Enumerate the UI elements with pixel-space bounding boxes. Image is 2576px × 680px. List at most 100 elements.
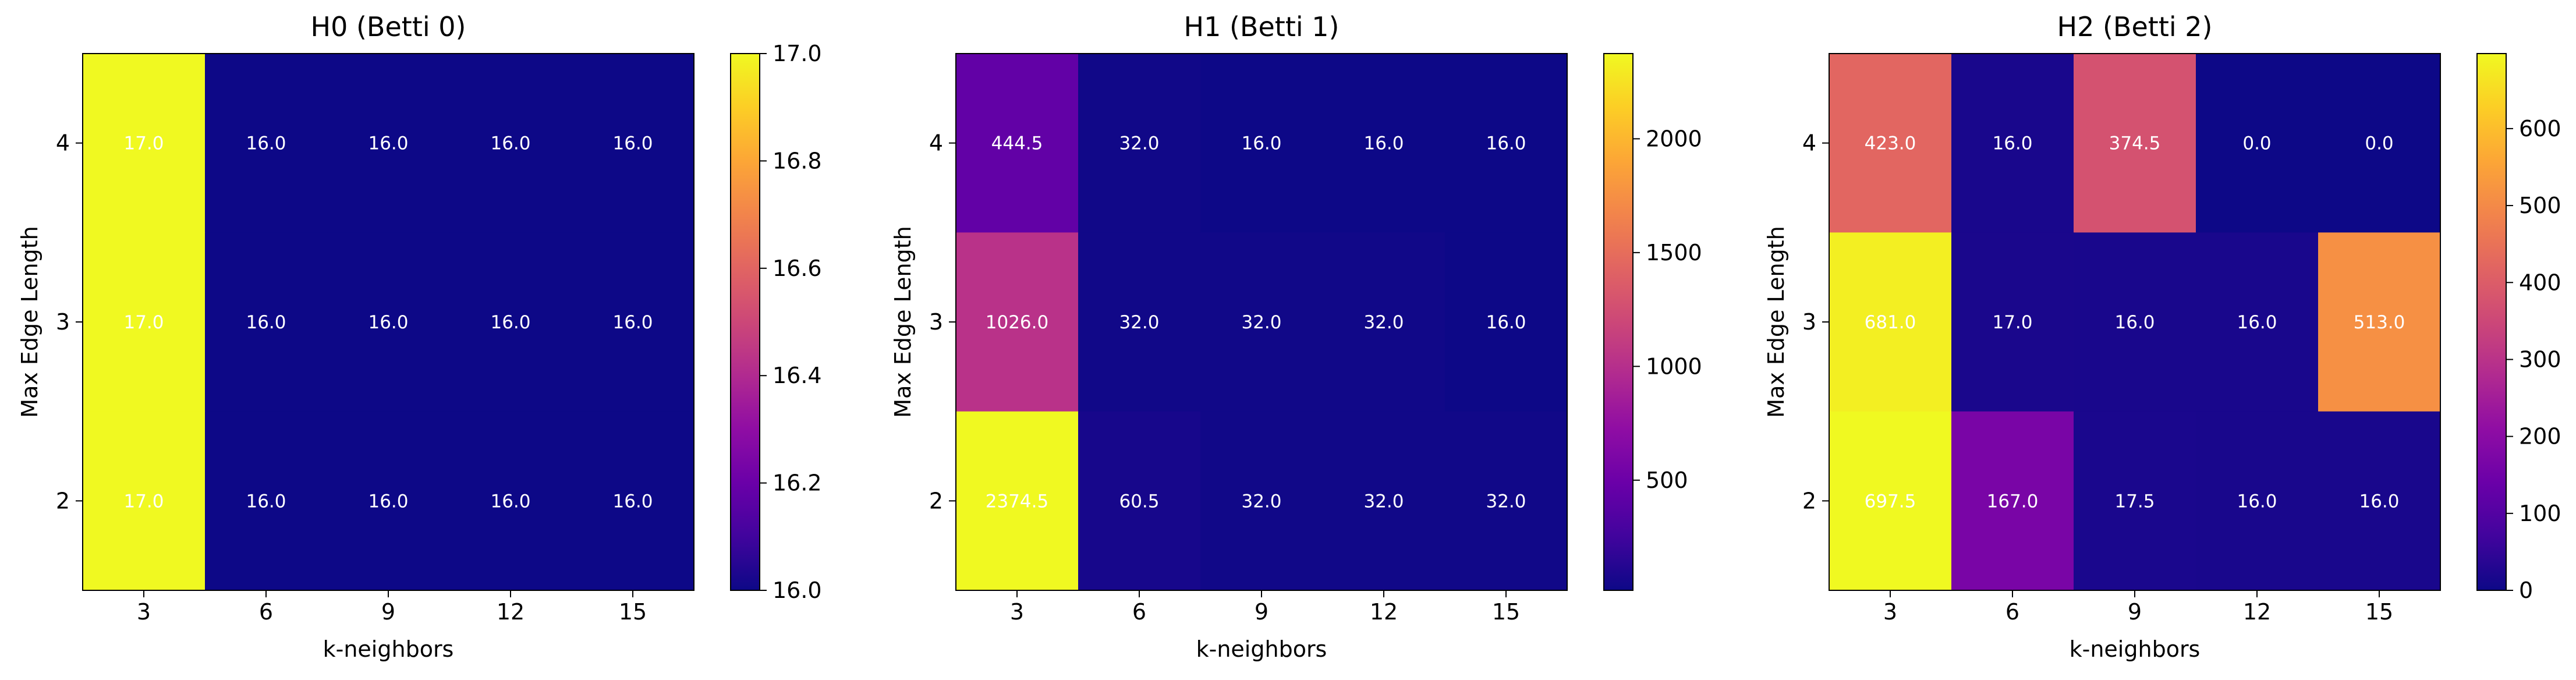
- x-tick-label: 12: [497, 599, 525, 625]
- heatmap-cell: [1323, 54, 1445, 233]
- heatmap-cell: [2196, 54, 2319, 233]
- cell-value-label: 17.0: [123, 312, 164, 333]
- heatmap-cell: [1200, 54, 1323, 233]
- y-tick-label: 2: [56, 488, 70, 513]
- x-tick-label: 15: [619, 599, 647, 625]
- cell-value-label: 16.0: [368, 312, 408, 333]
- heatmap-cell: [1323, 232, 1445, 412]
- cell-value-label: 16.0: [1486, 133, 1526, 154]
- cell-value-label: 16.0: [1241, 133, 1281, 154]
- cell-value-label: 16.0: [490, 133, 530, 154]
- x-axis-label: k-neighbors: [323, 636, 454, 662]
- colorbar-tick-label: 16.0: [773, 578, 822, 603]
- colorbar-tick-label: 17.0: [773, 41, 822, 66]
- x-axis-label: k-neighbors: [2070, 636, 2201, 662]
- heatmap-cell: [2318, 54, 2441, 233]
- colorbar-tick-label: 1500: [1646, 240, 1702, 265]
- heatmap-cell: [449, 232, 572, 412]
- heatmap-cell: [2318, 232, 2441, 412]
- cell-value-label: 16.0: [612, 133, 653, 154]
- colorbar-tick-label: 400: [2519, 270, 2561, 295]
- heatmap-cell: [1445, 54, 1568, 233]
- y-tick-label: 3: [56, 309, 70, 335]
- y-tick-label: 4: [56, 130, 70, 156]
- heatmap-cell: [1951, 54, 2074, 233]
- heatmap-cell: [1078, 411, 1201, 591]
- x-tick-label: 3: [1883, 599, 1897, 625]
- heatmap-cell: [2196, 411, 2319, 591]
- y-axis-label: Max Edge Length: [17, 226, 42, 417]
- x-axis-label: k-neighbors: [1196, 636, 1327, 662]
- cell-value-label: 16.0: [1363, 133, 1404, 154]
- x-tick-label: 3: [1010, 599, 1024, 625]
- cell-value-label: 32.0: [1119, 133, 1159, 154]
- heatmap-cell: [327, 411, 450, 591]
- cell-value-label: 167.0: [1987, 491, 2039, 512]
- heatmap-cell: [1445, 411, 1568, 591]
- cell-value-label: 2374.5: [986, 491, 1048, 512]
- x-tick-label: 6: [2005, 599, 2019, 625]
- y-tick-label: 3: [929, 309, 943, 335]
- heatmap-cell: [83, 54, 205, 233]
- heatmap-cell: [2196, 232, 2319, 412]
- cell-value-label: 32.0: [1363, 312, 1404, 333]
- heatmap-panel-2: 444.5 32.0 16.0 16.0 16.0 1026.0 32.0 32.0 32.0 1…: [890, 11, 1702, 662]
- heatmap-cell: [1951, 411, 2074, 591]
- cell-value-label: 17.0: [123, 491, 164, 512]
- cell-value-label: 16.0: [612, 312, 653, 333]
- cell-value-label: 16.0: [2237, 491, 2277, 512]
- heatmap-cell: [449, 54, 572, 233]
- heatmap-panel-3: 423.0 16.0 374.5 0.0 0.0 681.0 17.0 16.0 16.0 513…: [1763, 11, 2561, 662]
- x-tick-label: 12: [2243, 599, 2271, 625]
- heatmap-cell: [2318, 411, 2441, 591]
- heatmap-cell: [1951, 232, 2074, 412]
- chart-title: H2 (Betti 2): [2057, 11, 2213, 42]
- cell-value-label: 17.0: [123, 133, 164, 154]
- cell-value-label: 1026.0: [986, 312, 1048, 333]
- colorbar-tick-label: 300: [2519, 346, 2561, 372]
- y-axis-label: Max Edge Length: [890, 226, 916, 417]
- cell-value-label: 60.5: [1119, 491, 1159, 512]
- cell-value-label: 32.0: [1241, 491, 1281, 512]
- colorbar-tick-label: 200: [2519, 424, 2561, 449]
- heatmap-panel-1: 17.0 16.0 16.0 16.0 16.0 17.0 16.0 16.0 16.0 16.0…: [17, 11, 822, 662]
- heatmap-cell: [205, 232, 328, 412]
- y-tick-label: 3: [1802, 309, 1816, 335]
- colorbar-tick-label: 100: [2519, 501, 2561, 526]
- heatmap-cell: [1829, 54, 1952, 233]
- heatmap-cell: [1323, 411, 1445, 591]
- heatmap-cell: [205, 54, 328, 233]
- cell-value-label: 0.0: [2365, 133, 2393, 154]
- y-tick-label: 4: [1802, 130, 1816, 156]
- x-tick-label: 3: [137, 599, 151, 625]
- x-tick-label: 15: [1492, 599, 1520, 625]
- cell-value-label: 17.0: [1992, 312, 2032, 333]
- y-tick-label: 2: [929, 488, 943, 513]
- cell-value-label: 32.0: [1119, 312, 1159, 333]
- chart-title: H1 (Betti 1): [1184, 11, 1340, 42]
- colorbar-tick-label: 0: [2519, 578, 2533, 603]
- chart-title: H0 (Betti 0): [311, 11, 466, 42]
- cell-value-label: 16.0: [246, 312, 286, 333]
- cell-value-label: 16.0: [368, 133, 408, 154]
- x-tick-label: 9: [2128, 599, 2142, 625]
- colorbar-tick-label: 16.2: [773, 470, 822, 496]
- heatmap-cell: [327, 232, 450, 412]
- colorbar-tick-label: 600: [2519, 116, 2561, 141]
- colorbar-tick-label: 2000: [1646, 126, 1702, 151]
- cell-value-label: 32.0: [1363, 491, 1404, 512]
- cell-value-label: 16.0: [2359, 491, 2399, 512]
- cell-value-label: 374.5: [2109, 133, 2161, 154]
- heatmap-cell: [1829, 232, 1952, 412]
- heatmap-cell: [1078, 232, 1201, 412]
- cell-value-label: 16.0: [2114, 312, 2155, 333]
- heatmap-cell: [1200, 232, 1323, 412]
- colorbar-tick-label: 500: [2519, 193, 2561, 218]
- heatmap-cell: [2074, 54, 2196, 233]
- cell-value-label: 16.0: [246, 491, 286, 512]
- heatmap-cell: [956, 54, 1079, 233]
- heatmap-cell: [83, 232, 205, 412]
- heatmap-cell: [205, 411, 328, 591]
- cell-value-label: 16.0: [1486, 312, 1526, 333]
- cell-value-label: 16.0: [490, 491, 530, 512]
